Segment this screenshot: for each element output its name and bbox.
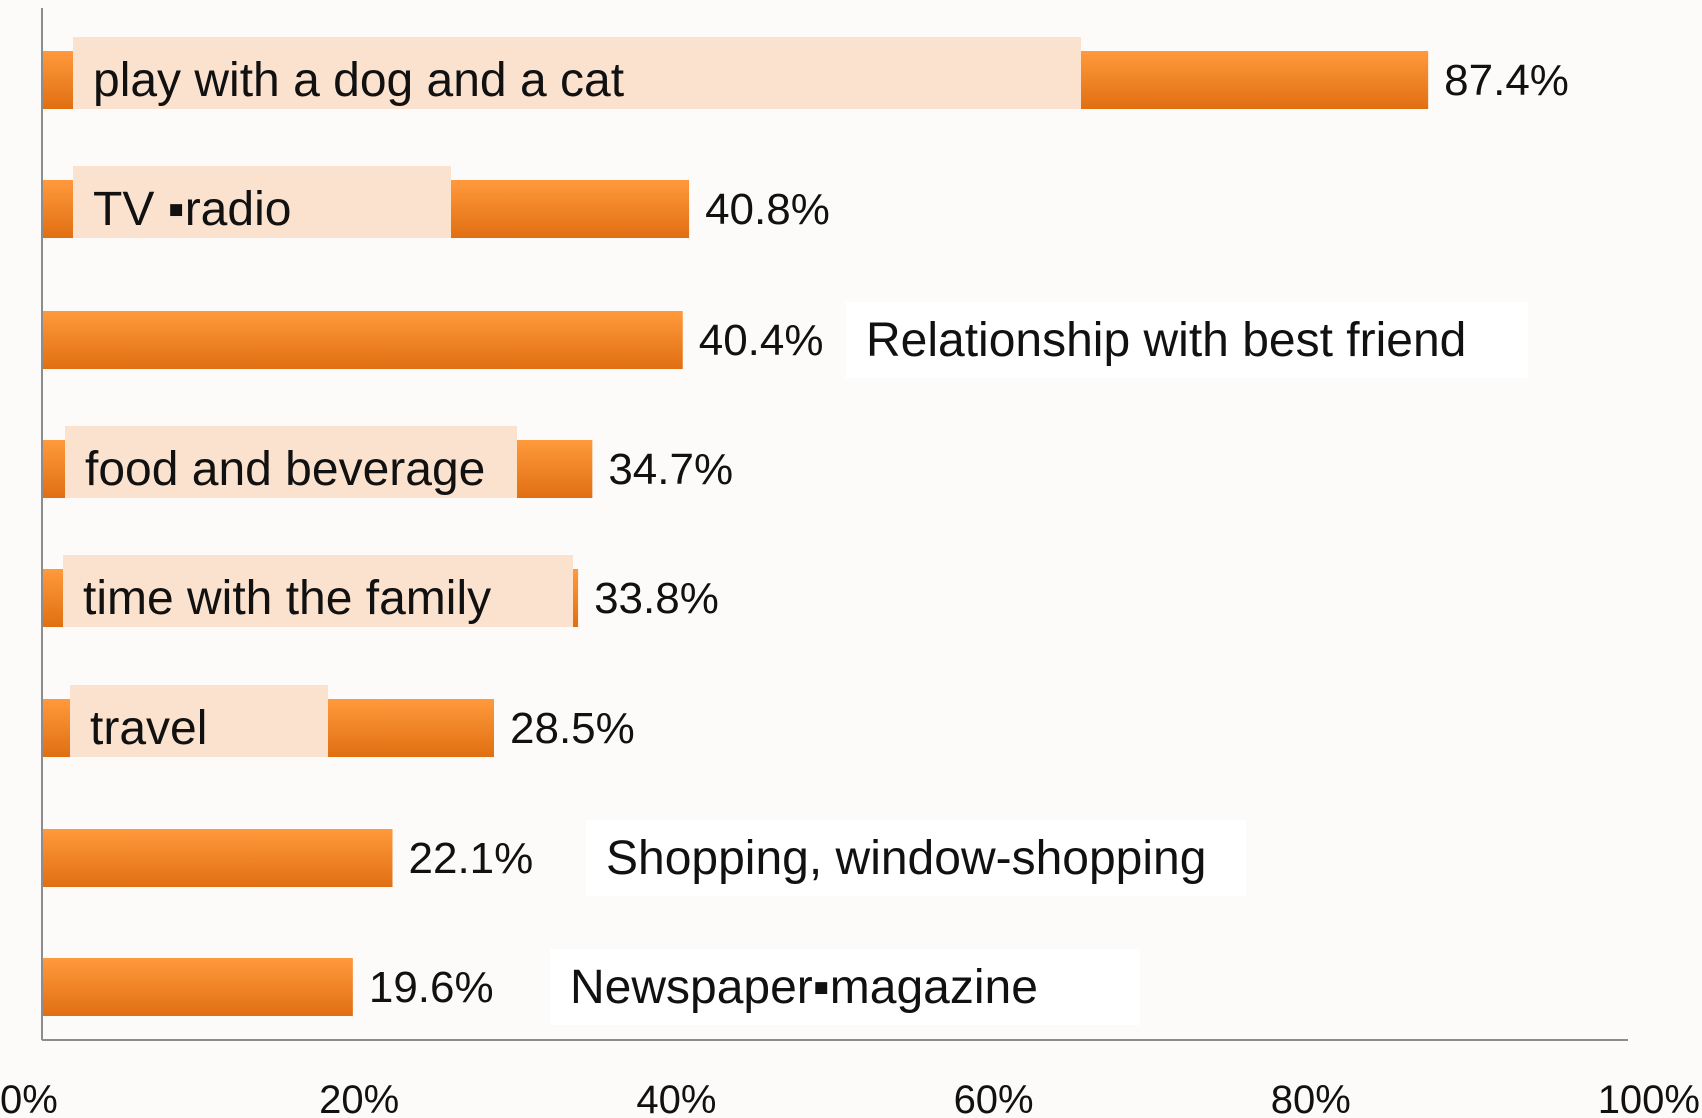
- bar-2: [42, 311, 683, 369]
- value-label-0: 87.4%: [1444, 56, 1569, 105]
- x-tick-label-0: 0%: [0, 1078, 58, 1118]
- category-label-box-7: [550, 949, 1140, 1025]
- category-label-0: play with a dog and a cat: [93, 54, 624, 107]
- value-label-1: 40.8%: [705, 185, 830, 234]
- category-label-box-5: [70, 685, 328, 757]
- category-label-3: food and beverage: [85, 443, 485, 496]
- value-label-4: 33.8%: [594, 574, 719, 623]
- x-tick-label-3: 60%: [954, 1078, 1034, 1118]
- category-label-5: travel: [90, 702, 207, 755]
- category-label-box-2: [846, 302, 1528, 378]
- category-label-2: Relationship with best friend: [866, 314, 1466, 367]
- x-tick-label-2: 40%: [636, 1078, 716, 1118]
- value-label-6: 22.1%: [409, 834, 534, 883]
- bar-7: [42, 958, 353, 1016]
- labels-layer: play with a dog and a cat 87.4% TV ▪radio 4…: [63, 37, 1569, 1025]
- value-label-3: 34.7%: [608, 445, 733, 494]
- category-label-box-1: [73, 166, 451, 238]
- x-tick-label-1: 20%: [319, 1078, 399, 1118]
- category-label-6: Shopping, window-shopping: [606, 832, 1206, 885]
- bar-6: [42, 829, 393, 887]
- axis-layer: 0% 20% 40% 60% 80% 100%: [0, 8, 1700, 1118]
- x-tick-label-4: 80%: [1271, 1078, 1351, 1118]
- x-tick-label-5: 100%: [1598, 1078, 1700, 1118]
- category-label-4: time with the family: [83, 572, 491, 625]
- category-label-box-3: [65, 426, 517, 498]
- category-label-7: Newspaper▪magazine: [570, 961, 1038, 1014]
- value-label-7: 19.6%: [369, 963, 494, 1012]
- category-label-box-6: [586, 820, 1246, 896]
- category-label-box-4: [63, 555, 573, 627]
- category-label-box-0: [73, 37, 1081, 109]
- value-label-5: 28.5%: [510, 704, 635, 753]
- category-label-1: TV ▪radio: [93, 183, 291, 236]
- value-label-2: 40.4%: [699, 316, 824, 365]
